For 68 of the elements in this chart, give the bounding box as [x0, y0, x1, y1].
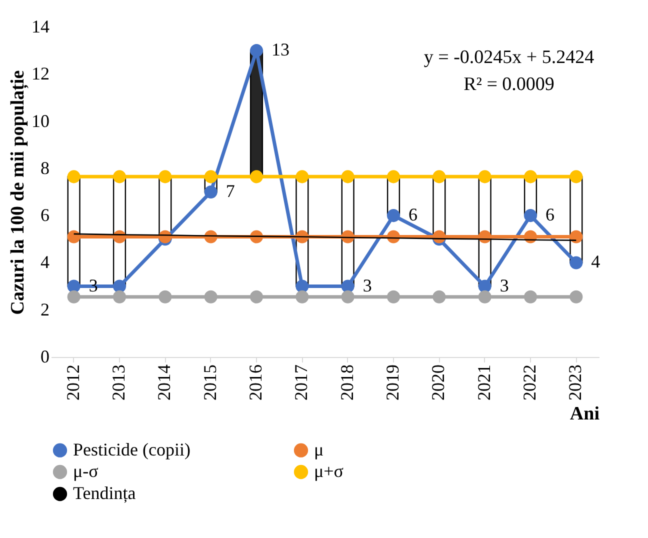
legend-label: μ+σ — [314, 461, 344, 481]
point — [158, 170, 172, 184]
y-tick-label: 2 — [40, 299, 50, 320]
x-tick-label: 2020 — [428, 364, 448, 400]
point — [432, 170, 446, 184]
x-tick-label: 2019 — [382, 364, 402, 400]
x-axis-title: Ani — [570, 404, 600, 424]
data-label: 3 — [362, 275, 372, 296]
point — [250, 290, 264, 304]
point — [341, 170, 354, 184]
data-label: 4 — [591, 252, 600, 272]
x-tick-label: 2021 — [474, 364, 494, 400]
point — [524, 209, 538, 222]
y-axis-title: Cazuri la 100 de mii populație — [8, 70, 28, 315]
x-tick-label: 2017 — [291, 364, 312, 400]
legend-label: Tendința — [73, 483, 136, 503]
point — [204, 185, 218, 199]
point — [67, 290, 80, 304]
y-tick-label: 0 — [40, 346, 50, 366]
point — [204, 290, 218, 304]
point — [250, 44, 264, 58]
point — [386, 209, 400, 222]
point — [204, 170, 218, 184]
point — [250, 170, 264, 184]
point — [570, 290, 583, 304]
x-tick-label: 2018 — [336, 364, 357, 400]
data-label: 3 — [500, 275, 509, 296]
point — [570, 230, 583, 244]
x-tick-label: 2013 — [108, 364, 128, 400]
point — [112, 290, 126, 304]
annotation: y = -0.0245x + 5.2424 — [424, 47, 595, 68]
x-tick-label: 2016 — [246, 364, 266, 400]
x-tick-label: 2014 — [154, 364, 174, 400]
point — [296, 290, 309, 304]
point — [67, 230, 80, 244]
y-tick-label: 4 — [40, 252, 50, 272]
point — [112, 170, 126, 184]
legend-label: μ-σ — [73, 461, 99, 481]
point — [570, 256, 583, 270]
point — [386, 170, 400, 184]
legend-label: Pesticide (copii) — [73, 439, 190, 460]
point — [478, 290, 492, 304]
point — [478, 170, 492, 184]
x-tick-label: 2022 — [520, 364, 540, 400]
annotation: R² = 0.0009 — [464, 74, 554, 95]
y-tick-label: 6 — [40, 205, 50, 226]
point — [432, 290, 446, 304]
x-tick-label: 2012 — [62, 364, 83, 400]
point — [341, 290, 354, 304]
y-tick-label: 14 — [32, 16, 50, 36]
point — [341, 230, 354, 244]
legend-label: μ — [314, 439, 324, 460]
data-label: 13 — [272, 40, 290, 60]
point — [67, 170, 80, 184]
point — [524, 290, 538, 304]
x-tick-label: 2023 — [565, 364, 586, 400]
point — [158, 290, 172, 304]
point — [570, 170, 583, 184]
y-tick-label: 8 — [40, 158, 50, 178]
point — [386, 290, 400, 304]
point — [296, 170, 309, 184]
point — [524, 170, 538, 184]
data-label: 7 — [226, 181, 235, 201]
data-label: 6 — [408, 204, 418, 225]
x-tick-label: 2015 — [200, 364, 220, 400]
y-tick-label: 12 — [32, 64, 50, 84]
data-label: 6 — [546, 204, 554, 225]
y-tick-label: 10 — [32, 110, 50, 131]
